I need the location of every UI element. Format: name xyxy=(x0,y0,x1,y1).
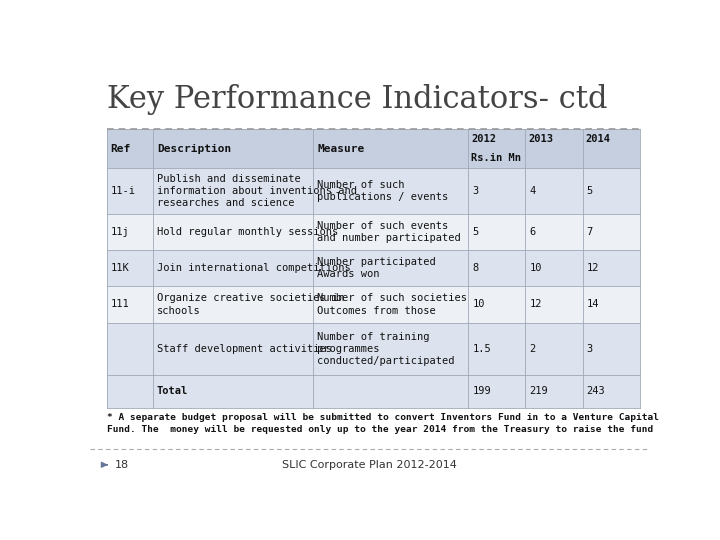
Text: 219: 219 xyxy=(529,386,548,396)
Bar xyxy=(582,375,639,408)
Bar xyxy=(582,323,639,375)
Text: 11K: 11K xyxy=(111,263,130,273)
Text: 7: 7 xyxy=(587,227,593,237)
Text: 18: 18 xyxy=(115,460,129,470)
Bar xyxy=(153,129,313,168)
Bar xyxy=(526,168,582,214)
Text: 3: 3 xyxy=(587,344,593,354)
Text: Publish and disseminate
information about inventions and
researches and science: Publish and disseminate information abou… xyxy=(157,173,357,208)
Bar xyxy=(153,250,313,286)
Bar xyxy=(313,129,468,168)
Bar xyxy=(468,168,526,214)
Text: 8: 8 xyxy=(472,263,479,273)
Bar xyxy=(153,214,313,250)
Text: Key Performance Indicators- ctd: Key Performance Indicators- ctd xyxy=(107,84,607,114)
Text: 10: 10 xyxy=(529,263,542,273)
Bar xyxy=(582,214,639,250)
Text: Total: Total xyxy=(157,386,188,396)
Text: Number of such
publications / events: Number of such publications / events xyxy=(318,180,449,202)
Text: Rs.in Mn: Rs.in Mn xyxy=(471,153,521,163)
Bar xyxy=(468,250,526,286)
Text: Number of training
programmes
conducted/participated: Number of training programmes conducted/… xyxy=(318,332,455,366)
Text: Staff development activities: Staff development activities xyxy=(157,344,332,354)
Bar xyxy=(313,323,468,375)
Bar xyxy=(582,168,639,214)
Bar xyxy=(526,323,582,375)
Text: 11-i: 11-i xyxy=(111,186,135,196)
Bar xyxy=(313,214,468,250)
Text: 2: 2 xyxy=(529,344,536,354)
Bar xyxy=(107,375,153,408)
Text: 4: 4 xyxy=(529,186,536,196)
Bar xyxy=(153,168,313,214)
Text: 2012: 2012 xyxy=(471,134,496,144)
Text: Organize creative societies in
schools: Organize creative societies in schools xyxy=(157,293,344,316)
Text: SLIC Corporate Plan 2012-2014: SLIC Corporate Plan 2012-2014 xyxy=(282,460,456,470)
Text: 12: 12 xyxy=(529,300,542,309)
Bar xyxy=(468,129,526,168)
Text: 14: 14 xyxy=(587,300,599,309)
Text: 2014: 2014 xyxy=(585,134,611,144)
Text: 11j: 11j xyxy=(111,227,130,237)
Text: 5: 5 xyxy=(472,227,479,237)
Text: Hold regular monthly sessions: Hold regular monthly sessions xyxy=(157,227,338,237)
Bar xyxy=(526,250,582,286)
Bar xyxy=(526,214,582,250)
Bar xyxy=(107,168,153,214)
Text: 12: 12 xyxy=(587,263,599,273)
Text: 2013: 2013 xyxy=(528,134,553,144)
Text: Ref: Ref xyxy=(111,144,131,154)
Text: Number of such societies
Outcomes from those: Number of such societies Outcomes from t… xyxy=(318,293,467,316)
Bar xyxy=(468,323,526,375)
Bar xyxy=(526,375,582,408)
Bar xyxy=(468,214,526,250)
Text: Number of such events
and number participated: Number of such events and number partici… xyxy=(318,221,461,243)
Text: Number participated
Awards won: Number participated Awards won xyxy=(318,256,436,279)
Bar xyxy=(526,129,582,168)
Bar xyxy=(526,286,582,323)
Bar xyxy=(582,286,639,323)
Bar xyxy=(313,168,468,214)
Text: Join international competitions: Join international competitions xyxy=(157,263,351,273)
Bar xyxy=(153,375,313,408)
Text: 199: 199 xyxy=(472,386,491,396)
Text: 111: 111 xyxy=(111,300,130,309)
Bar xyxy=(153,323,313,375)
Bar xyxy=(313,286,468,323)
Bar xyxy=(468,286,526,323)
Bar xyxy=(313,250,468,286)
Text: * A separate budget proposal will be submitted to convert Inventors Fund in to a: * A separate budget proposal will be sub… xyxy=(107,413,659,434)
Bar xyxy=(582,129,639,168)
Text: Measure: Measure xyxy=(318,144,364,154)
Bar xyxy=(153,286,313,323)
Bar xyxy=(107,286,153,323)
Bar xyxy=(582,250,639,286)
Text: 3: 3 xyxy=(472,186,479,196)
Text: 1.5: 1.5 xyxy=(472,344,491,354)
Bar xyxy=(107,250,153,286)
Bar xyxy=(468,375,526,408)
Bar xyxy=(107,214,153,250)
Bar xyxy=(107,129,153,168)
Text: Description: Description xyxy=(157,144,231,154)
Text: 6: 6 xyxy=(529,227,536,237)
Text: 243: 243 xyxy=(587,386,606,396)
Text: 5: 5 xyxy=(587,186,593,196)
Text: 10: 10 xyxy=(472,300,485,309)
Bar xyxy=(107,323,153,375)
Bar xyxy=(313,375,468,408)
